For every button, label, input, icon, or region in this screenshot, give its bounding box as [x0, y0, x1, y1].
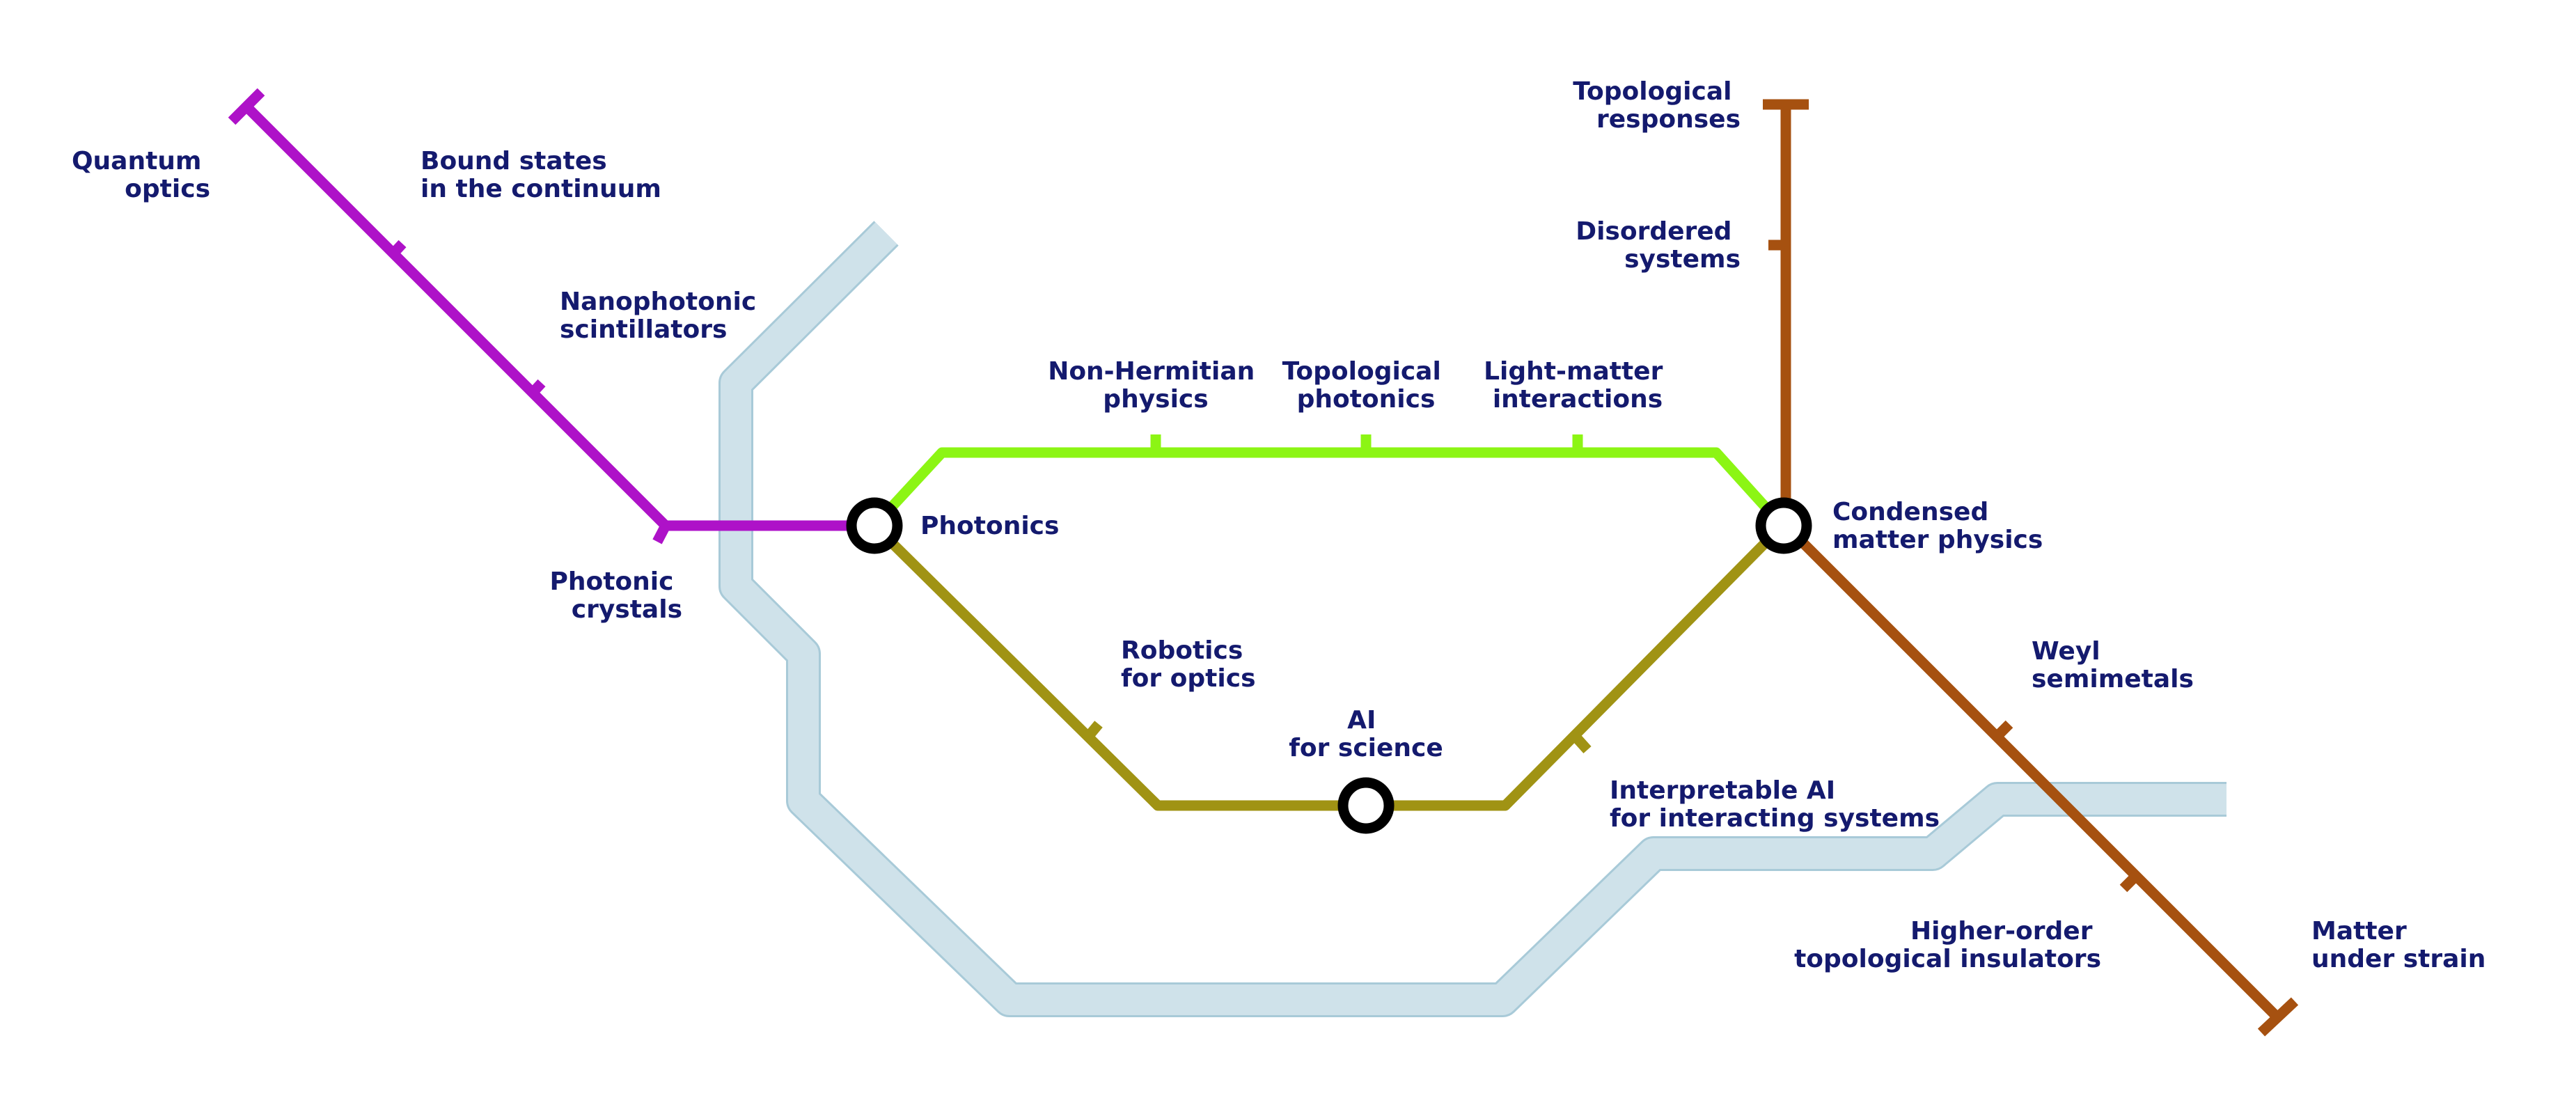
terminus-quantum-optics	[228, 88, 265, 125]
terminus-matter-strain	[2257, 997, 2299, 1037]
label-quantum-optics: Quantum optics	[72, 147, 210, 203]
label-ai-science: AI for science	[1289, 706, 1443, 762]
tick-nanophotonic	[528, 379, 546, 397]
river	[718, 221, 2226, 1017]
label-non-hermitian: Non-Hermitian physics	[1048, 357, 1264, 414]
label-photonics: Photonics	[920, 512, 1059, 540]
label-nanophotonic: Nanophotonic scintillators	[560, 288, 765, 344]
tick-robotics	[1084, 721, 1103, 740]
hub-ai-science[interactable]	[1337, 777, 1395, 834]
tick-weyl	[1993, 720, 2013, 741]
purple-line	[228, 88, 874, 544]
label-condensed-matter: Condensed matter physics	[1832, 498, 2043, 554]
tick-photonic-crystals	[652, 523, 670, 544]
tick-interpretable-ai	[1571, 732, 1592, 754]
brown-line	[1763, 99, 2299, 1037]
label-topological-responses: Topological responses	[1573, 77, 1741, 134]
label-weyl: Weyl semimetals	[2032, 637, 2194, 693]
label-matter-strain: Matter under strain	[2311, 917, 2485, 973]
label-robotics: Robotics for optics	[1121, 636, 1256, 693]
green-line	[870, 434, 1786, 530]
label-light-matter: Light-matter interactions	[1484, 357, 1672, 414]
label-bound-states: Bound states in the continuum	[421, 147, 661, 203]
olive-line	[870, 521, 1786, 811]
label-higher-order: Higher-order topological insulators	[1794, 917, 2101, 973]
label-disordered: Disordered systems	[1576, 217, 1741, 274]
label-topological-photonics: Topological photonics	[1282, 357, 1450, 414]
label-interpretable-ai: Interpretable AI for interacting systems	[1610, 776, 1940, 833]
label-photonic-crystals: Photonic crystals	[549, 567, 682, 624]
tick-bound-states	[389, 240, 407, 258]
hub-condensed-matter[interactable]	[1755, 497, 1812, 554]
tick-higher-order	[2119, 872, 2140, 893]
hub-photonics[interactable]	[846, 497, 903, 554]
